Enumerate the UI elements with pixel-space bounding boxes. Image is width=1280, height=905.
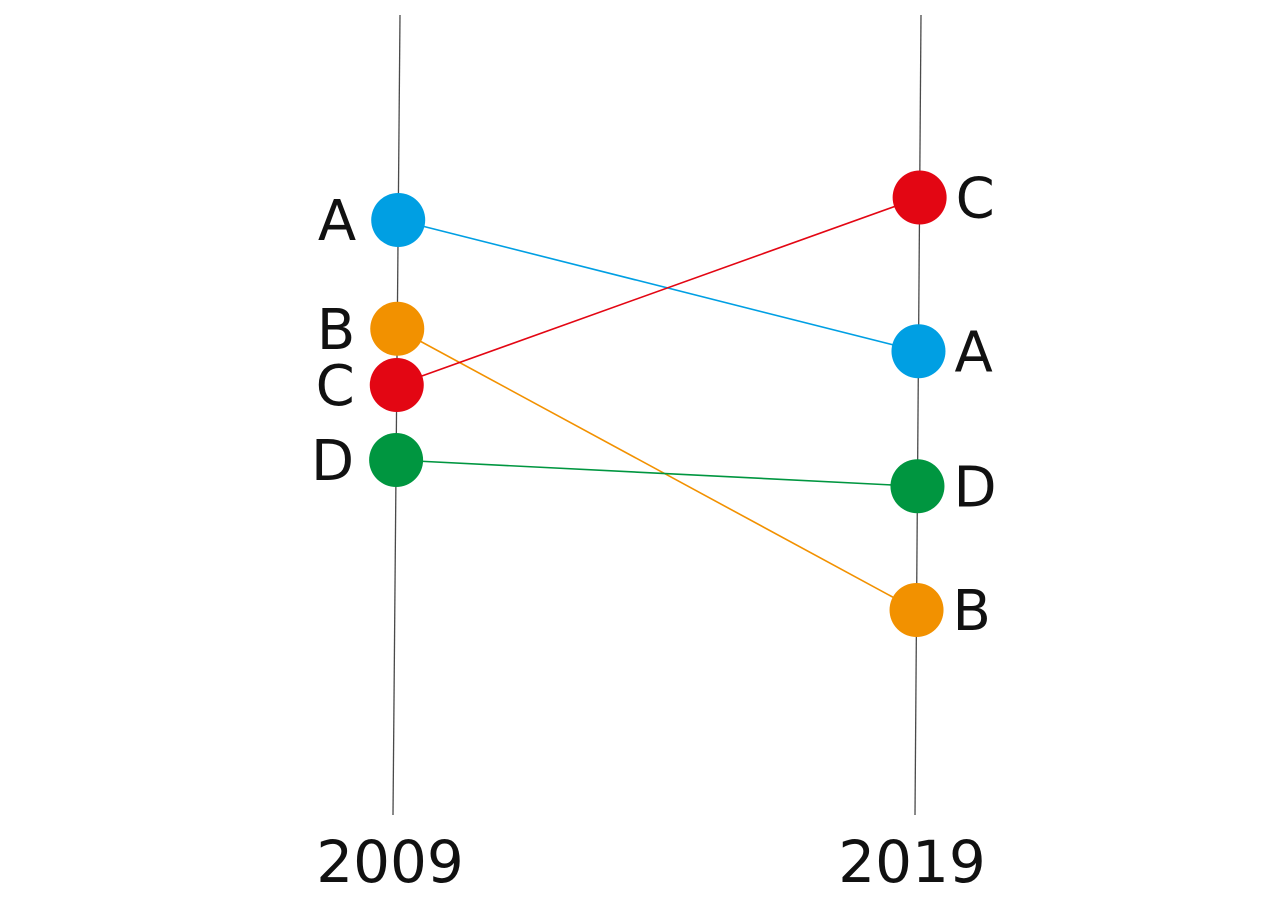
series-line-b (396, 328, 917, 611)
point-label-d-2019: D (953, 455, 996, 520)
series-line-a (398, 219, 919, 353)
point-label-b-2019: B (953, 579, 991, 644)
point-label-d-2009: D (311, 429, 354, 494)
point-c-2009 (369, 358, 424, 412)
series-line-c (396, 196, 920, 386)
series-lines (396, 196, 920, 611)
point-label-b-2009: B (317, 298, 355, 363)
point-d-2009 (369, 433, 424, 487)
point-a-2019 (891, 324, 946, 379)
point-b-2019 (889, 583, 944, 637)
axis-line-2009 (392, 14, 401, 816)
point-d-2019 (890, 459, 945, 514)
series-line-d (396, 459, 918, 488)
axes (392, 14, 922, 816)
point-label-a-2009: A (318, 189, 356, 254)
point-label-c-2009: C (316, 354, 355, 419)
point-c-2019 (892, 170, 947, 225)
x-tick-labels: 2009 2019 (316, 828, 986, 896)
point-b-2009 (370, 301, 425, 356)
series-points (369, 170, 947, 637)
axis-line-2019 (914, 14, 922, 816)
point-label-a-2019: A (954, 320, 992, 385)
point-label-c-2019: C (956, 167, 995, 232)
point-a-2009 (371, 193, 426, 247)
x-tick-label-2019: 2019 (838, 828, 986, 896)
x-tick-label-2009: 2009 (316, 828, 464, 896)
